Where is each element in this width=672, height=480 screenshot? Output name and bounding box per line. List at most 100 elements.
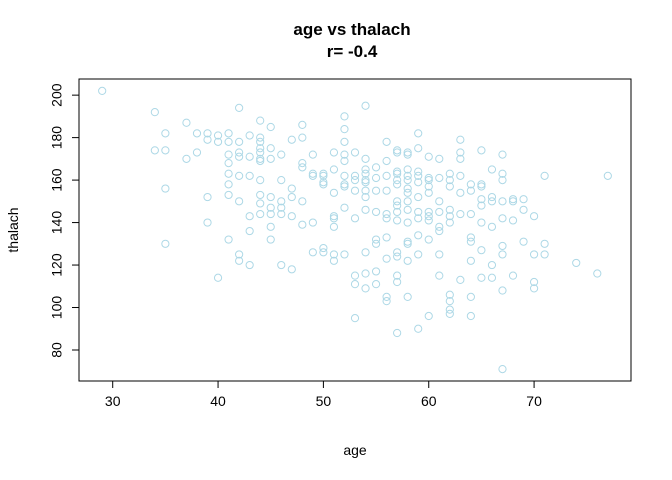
data-point	[340, 150, 349, 159]
data-point	[224, 137, 233, 146]
data-point	[519, 237, 528, 246]
data-point	[245, 152, 254, 161]
data-point	[498, 365, 507, 374]
data-point	[435, 271, 444, 280]
data-point	[256, 175, 265, 185]
data-point	[203, 129, 212, 138]
data-point	[403, 171, 412, 180]
data-point	[529, 277, 539, 287]
data-point	[340, 203, 349, 212]
data-point	[256, 209, 265, 219]
data-point	[477, 218, 486, 227]
data-point	[371, 235, 381, 244]
data-point	[466, 256, 475, 265]
x-axis-label: age	[343, 442, 367, 458]
data-point	[435, 173, 444, 183]
data-point	[414, 144, 423, 153]
data-point	[393, 175, 402, 185]
data-point	[256, 148, 265, 157]
data-point	[477, 246, 486, 255]
data-point	[382, 214, 391, 223]
data-point	[350, 280, 360, 289]
data-point	[477, 180, 486, 189]
data-point	[498, 150, 507, 159]
data-point	[498, 214, 507, 223]
data-point	[414, 167, 423, 176]
data-point	[266, 144, 275, 153]
data-point	[287, 184, 296, 193]
data-point	[403, 237, 412, 246]
y-tick-label: 100	[49, 296, 65, 320]
data-point	[477, 201, 486, 210]
data-point	[329, 222, 339, 231]
data-point	[245, 171, 254, 180]
data-point	[424, 212, 433, 221]
data-point	[340, 180, 349, 189]
data-point	[256, 116, 265, 125]
data-point	[603, 171, 612, 180]
data-point	[319, 178, 328, 187]
data-point	[540, 239, 549, 248]
data-point	[287, 265, 296, 274]
data-point	[403, 188, 412, 197]
data-point	[456, 135, 465, 144]
data-point	[161, 239, 170, 248]
data-point	[361, 165, 370, 174]
data-point	[371, 207, 381, 217]
data-point	[192, 148, 202, 157]
data-point	[287, 212, 296, 221]
data-point	[382, 171, 391, 180]
data-point	[340, 250, 349, 259]
data-point	[508, 216, 518, 225]
data-point	[414, 129, 423, 138]
data-point	[235, 171, 244, 180]
data-point	[498, 286, 507, 295]
data-point	[256, 156, 265, 166]
data-point	[298, 163, 307, 172]
data-point	[487, 260, 497, 270]
data-point	[393, 169, 402, 178]
data-point	[424, 216, 433, 225]
data-point	[203, 135, 212, 144]
data-point	[235, 152, 244, 161]
data-point	[403, 256, 412, 265]
data-point	[298, 133, 307, 142]
data-point	[393, 277, 402, 287]
data-point	[393, 146, 402, 155]
data-point	[266, 209, 275, 219]
data-point	[466, 237, 475, 246]
data-point	[298, 159, 307, 168]
data-point	[371, 173, 381, 183]
data-point	[298, 120, 307, 129]
data-point	[340, 182, 349, 191]
data-point	[150, 146, 159, 155]
data-point	[329, 165, 339, 174]
data-point	[424, 188, 433, 197]
data-point	[235, 197, 244, 206]
data-point	[445, 212, 454, 221]
data-point	[435, 222, 444, 231]
data-point	[361, 175, 370, 185]
data-point	[424, 173, 433, 183]
y-tick-label: 200	[49, 83, 65, 107]
data-point	[498, 175, 507, 185]
data-point	[393, 201, 402, 210]
data-point	[361, 178, 370, 187]
data-point	[403, 197, 412, 206]
data-point	[466, 233, 475, 242]
data-point	[350, 171, 360, 180]
data-point	[382, 156, 391, 166]
data-point	[456, 148, 465, 157]
y-tick-label: 180	[49, 126, 65, 150]
data-point	[329, 214, 339, 223]
data-point	[224, 129, 233, 138]
data-point	[340, 171, 349, 180]
data-point	[498, 241, 507, 251]
data-point	[477, 273, 486, 282]
data-point	[456, 275, 465, 285]
data-point	[329, 148, 339, 157]
data-point	[487, 197, 497, 206]
data-point	[572, 258, 581, 268]
data-point	[466, 292, 475, 301]
